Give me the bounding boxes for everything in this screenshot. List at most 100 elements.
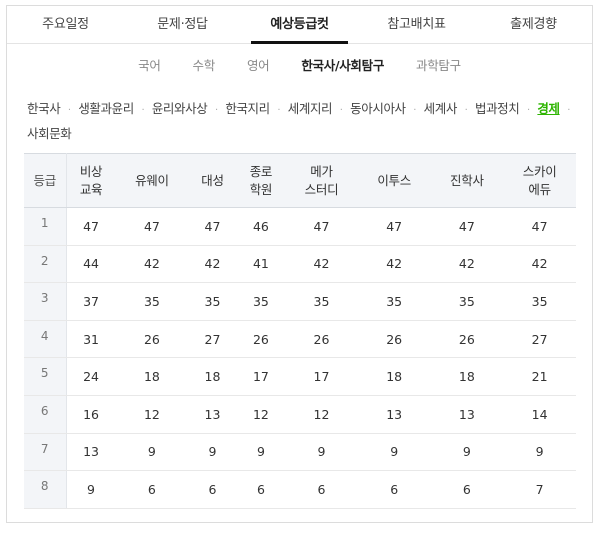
score-cell: 12 xyxy=(115,395,189,434)
main-tab-2[interactable]: 문제·정답 xyxy=(157,17,208,32)
score-cell: 35 xyxy=(357,282,431,321)
grade-column-header: 등급 xyxy=(24,153,67,208)
score-cell: 44 xyxy=(66,245,116,284)
subject-link-3[interactable]: 윤리와사상 xyxy=(151,101,208,116)
score-cell: 46 xyxy=(236,207,286,246)
subject-group-tab-3[interactable]: 영어 xyxy=(246,58,270,73)
table-row: 5 24 18 18 17 17 18 18 21 xyxy=(24,357,576,396)
score-cell: 35 xyxy=(285,282,358,321)
provider-name-line: 대성 xyxy=(201,172,224,188)
grade-cut-table: 등급 비상 교육 유웨이 대성 종로 학원 메가 스터디 이투스 진학사 스카이 에듀 1 47 47 47… xyxy=(24,153,576,509)
provider-column-header: 비상 교육 xyxy=(66,153,116,208)
score-cell: 9 xyxy=(188,433,237,472)
score-cell: 13 xyxy=(66,433,116,472)
score-cell: 9 xyxy=(503,433,576,472)
subject-separator: · xyxy=(339,105,343,116)
score-cell: 42 xyxy=(503,245,576,284)
main-tab-5[interactable]: 출제경향 xyxy=(510,17,557,32)
main-tab-4[interactable]: 참고배치표 xyxy=(387,17,446,32)
table-row: 6 16 12 13 12 12 13 13 14 xyxy=(24,395,576,434)
subject-group-tab-bar: 국어 수학 영어 한국사/사회탐구 과학탐구 xyxy=(7,45,592,87)
subject-group-tab-4[interactable]: 한국사/사회탐구 xyxy=(301,58,385,73)
score-cell: 21 xyxy=(503,357,576,396)
score-cell: 6 xyxy=(357,470,431,509)
score-cell: 42 xyxy=(285,245,358,284)
grade-cell: 2 xyxy=(24,245,67,284)
score-cell: 35 xyxy=(188,282,237,321)
score-cell: 9 xyxy=(357,433,431,472)
grade-cell: 1 xyxy=(24,207,67,246)
provider-name-line: 학원 xyxy=(249,181,273,197)
subject-link-5[interactable]: 세계지리 xyxy=(287,101,333,116)
subject-separator: · xyxy=(464,105,468,116)
subject-link-6[interactable]: 동아시아사 xyxy=(350,101,406,116)
main-tab-3[interactable]: 예상등급컷 xyxy=(241,6,358,44)
score-cell: 47 xyxy=(430,207,504,246)
score-cell: 47 xyxy=(188,207,237,246)
score-cell: 13 xyxy=(357,395,431,434)
score-cell: 9 xyxy=(66,470,116,509)
table-row: 3 37 35 35 35 35 35 35 35 xyxy=(24,282,576,321)
score-cell: 26 xyxy=(357,320,431,359)
grade-cell: 4 xyxy=(24,320,67,359)
score-cell: 42 xyxy=(430,245,504,284)
score-cell: 42 xyxy=(357,245,431,284)
score-cell: 18 xyxy=(115,357,189,396)
score-cell: 16 xyxy=(66,395,116,434)
score-cell: 14 xyxy=(503,395,576,434)
table-row: 2 44 42 42 41 42 42 42 42 xyxy=(24,245,576,284)
grade-cut-panel: 주요일정 문제·정답 예상등급컷 참고배치표 출제경향 국어 수학 영어 한국사/사회탐구 과학… xyxy=(6,5,593,523)
score-cell: 47 xyxy=(66,207,116,246)
score-cell: 9 xyxy=(430,433,504,472)
score-cell: 42 xyxy=(188,245,237,284)
grade-cell: 5 xyxy=(24,357,67,396)
score-cell: 13 xyxy=(188,395,237,434)
score-cell: 12 xyxy=(236,395,286,434)
score-cell: 42 xyxy=(115,245,189,284)
score-cell: 26 xyxy=(115,320,189,359)
score-cell: 27 xyxy=(188,320,237,359)
provider-column-header: 메가 스터디 xyxy=(285,153,358,208)
score-cell: 35 xyxy=(503,282,576,321)
main-tab-1[interactable]: 주요일정 xyxy=(42,17,89,32)
subject-link-2[interactable]: 생활과윤리 xyxy=(78,101,134,116)
score-cell: 6 xyxy=(115,470,189,509)
score-cell: 17 xyxy=(285,357,358,396)
score-cell: 12 xyxy=(285,395,358,434)
provider-name-line: 종로 xyxy=(249,163,273,179)
main-tab-bar: 주요일정 문제·정답 예상등급컷 참고배치표 출제경향 xyxy=(7,6,592,44)
subject-separator: · xyxy=(141,105,145,116)
subject-link-10[interactable]: 사회문화 xyxy=(27,126,72,141)
provider-column-header: 유웨이 xyxy=(115,153,189,208)
subject-separator: · xyxy=(413,105,417,116)
subject-link-8[interactable]: 법과정치 xyxy=(474,101,520,116)
provider-name-line: 유웨이 xyxy=(135,172,169,188)
provider-name-line: 에듀 xyxy=(528,181,551,197)
provider-column-header: 진학사 xyxy=(430,153,504,208)
subject-link-9[interactable]: 경제 xyxy=(537,101,560,116)
score-cell: 27 xyxy=(503,320,576,359)
score-cell: 26 xyxy=(285,320,358,359)
score-cell: 9 xyxy=(115,433,189,472)
score-cell: 35 xyxy=(430,282,504,321)
provider-name-line: 스터디 xyxy=(304,181,339,197)
subject-group-tab-2[interactable]: 수학 xyxy=(192,58,216,73)
table-row: 4 31 26 27 26 26 26 26 27 xyxy=(24,320,576,359)
subject-group-tab-5[interactable]: 과학탐구 xyxy=(416,58,461,73)
grade-cell: 7 xyxy=(24,433,67,472)
provider-name-line: 이투스 xyxy=(377,172,411,188)
table-header-row: 등급 비상 교육 유웨이 대성 종로 학원 메가 스터디 이투스 진학사 스카이 에듀 xyxy=(24,153,576,208)
score-cell: 6 xyxy=(285,470,358,509)
subject-link-7[interactable]: 세계사 xyxy=(423,101,458,116)
score-cell: 35 xyxy=(236,282,286,321)
score-cell: 18 xyxy=(357,357,431,396)
subject-link-1[interactable]: 한국사 xyxy=(27,101,61,116)
score-cell: 17 xyxy=(236,357,286,396)
subject-group-tab-1[interactable]: 국어 xyxy=(138,58,161,73)
subject-link-4[interactable]: 한국지리 xyxy=(225,101,270,116)
subject-separator: · xyxy=(527,105,530,116)
score-cell: 18 xyxy=(188,357,237,396)
score-cell: 37 xyxy=(66,282,116,321)
score-cell: 24 xyxy=(66,357,116,396)
